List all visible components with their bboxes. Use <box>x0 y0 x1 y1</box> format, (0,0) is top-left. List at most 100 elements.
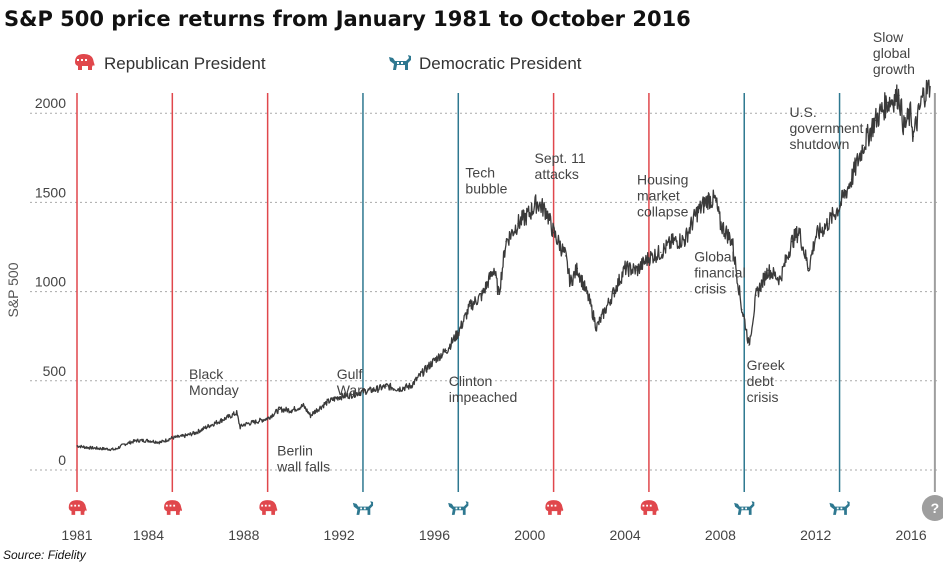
data-point <box>386 385 388 387</box>
data-point <box>219 420 221 422</box>
data-point <box>719 223 722 225</box>
data-point <box>481 294 483 296</box>
data-point <box>612 292 614 294</box>
president-lines <box>76 93 936 492</box>
data-point <box>743 317 745 319</box>
x-tick-label: 2012 <box>800 527 831 543</box>
data-point <box>545 210 548 212</box>
annotation-line: collapse <box>637 204 689 220</box>
elephant-icon <box>75 54 95 70</box>
annotation-line: U.S. <box>790 104 817 120</box>
annotation-label: Tech bubble <box>465 164 507 196</box>
question-marker <box>921 495 943 521</box>
annotation-label: Clinton impeached <box>449 373 518 405</box>
chart-title: S&P 500 price returns from January 1981 … <box>4 7 691 31</box>
data-point <box>457 332 459 334</box>
data-point <box>493 267 495 270</box>
annotation-line: global <box>873 45 910 61</box>
annotations: Black Monday Berlin wall falls Gulf War Clinto… <box>189 29 915 475</box>
annotation-label: Slow global growth <box>873 29 915 77</box>
data-point <box>922 94 924 96</box>
annotation-line: market <box>637 188 680 204</box>
question-label: ? <box>931 500 940 516</box>
data-point <box>314 410 316 412</box>
data-point <box>536 201 538 203</box>
data-point <box>433 359 436 361</box>
legend: Republican President Democratic Presiden… <box>75 54 582 73</box>
annotation-line: Housing <box>637 172 688 188</box>
x-tick-labels: 1981 1984 1988 1992 1996 2000 2004 2008 2012 2016 <box>61 527 926 543</box>
data-point <box>779 278 781 280</box>
data-point <box>898 94 900 96</box>
data-point <box>576 267 579 270</box>
data-point <box>929 85 931 88</box>
data-point <box>135 439 138 442</box>
y-tick-label: 500 <box>43 363 67 379</box>
x-tick-label: 2016 <box>895 527 926 543</box>
annotation-line: crisis <box>747 389 779 405</box>
data-point <box>564 255 567 257</box>
data-point <box>731 241 733 243</box>
data-point <box>374 389 376 391</box>
data-point <box>600 317 602 319</box>
data-point <box>255 421 257 423</box>
data-point <box>309 414 312 417</box>
annotation-line: Global <box>694 248 734 264</box>
annotation-line: Slow <box>873 29 904 45</box>
data-point <box>874 119 876 121</box>
data-point <box>239 426 241 428</box>
annotation-line: Gulf <box>337 366 363 382</box>
y-tick-label: 1500 <box>35 184 66 200</box>
y-tick-label: 1000 <box>35 274 66 290</box>
annotation-label: Housing market collapse <box>637 172 689 220</box>
annotation-line: crisis <box>694 280 726 296</box>
x-tick-label: 1981 <box>61 527 92 543</box>
annotation-line: Berlin <box>277 443 313 459</box>
data-point <box>815 235 817 237</box>
data-point <box>588 299 590 302</box>
data-point <box>228 415 231 418</box>
annotation-label: Global financial crisis <box>694 248 745 296</box>
data-point <box>338 396 340 398</box>
data-point <box>505 241 507 243</box>
data-point <box>498 293 500 295</box>
annotation-line: financial <box>694 264 745 280</box>
data-point <box>100 447 102 450</box>
data-point <box>748 344 750 346</box>
data-point <box>684 239 686 241</box>
annotation-line: wall falls <box>276 459 330 475</box>
series-line-0 <box>76 79 931 452</box>
data-point <box>421 372 424 374</box>
annotation-line: Sept. 11 <box>535 150 586 166</box>
data-point <box>147 439 150 442</box>
x-tick-label: 1984 <box>133 527 164 543</box>
data-point <box>553 232 555 234</box>
data-point <box>410 385 412 387</box>
data-point <box>707 198 710 200</box>
data-point <box>827 223 829 225</box>
data-point <box>912 135 915 137</box>
data-point <box>529 212 531 214</box>
annotation-line: attacks <box>535 166 579 182</box>
annotation-line: impeached <box>449 389 518 405</box>
data-point <box>672 241 674 243</box>
legend-republican-label: Republican President <box>104 54 266 73</box>
data-point <box>350 394 352 396</box>
data-point <box>290 409 293 411</box>
data-point <box>159 441 162 443</box>
data-point <box>207 425 209 427</box>
data-point <box>362 390 364 393</box>
annotation-line: shutdown <box>790 136 850 152</box>
data-point <box>850 178 853 180</box>
data-point <box>660 251 662 253</box>
data-point <box>302 405 304 407</box>
data-point <box>791 241 793 243</box>
data-point <box>595 326 598 328</box>
legend-democratic-label: Democratic President <box>419 54 582 73</box>
bottom-markers: ? <box>67 495 943 521</box>
x-tick-label: 2004 <box>610 527 641 543</box>
data-point <box>398 388 400 390</box>
data-point <box>469 305 471 307</box>
y-tick-label: 0 <box>58 452 66 468</box>
